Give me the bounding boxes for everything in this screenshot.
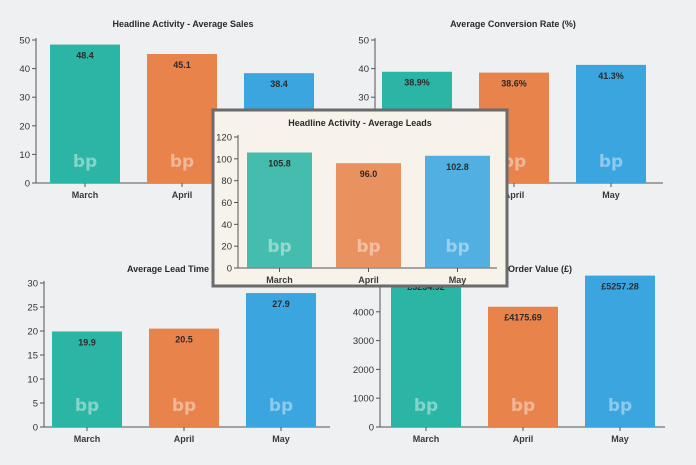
y-tick-label: 40 (358, 64, 369, 75)
y-tick-label: 50 (19, 36, 30, 47)
x-category-label: April (504, 190, 525, 200)
bar-value-label: 102.8 (446, 162, 469, 172)
overlay-panel: Headline Activity - Average Leads 0 20 40 60… (211, 108, 509, 288)
bar-value-label: 38.4 (270, 79, 288, 89)
bar-march (247, 152, 312, 268)
y-tick-label: 5 (33, 399, 38, 410)
bar-value-label: 20.5 (175, 335, 193, 345)
y-tick-label: 80 (221, 176, 232, 187)
y-tick-label: 0 (227, 264, 232, 275)
bp-logo-icon: bp (356, 237, 380, 257)
bp-logo-icon: bp (608, 396, 632, 416)
y-tick-label: 20 (27, 327, 38, 338)
chart-leadtime: Average Lead Time 0 5 10 15 20 25 30 19.9 bp March… (27, 264, 330, 444)
bar-may (576, 64, 646, 183)
y-tick-label: 1000 (353, 394, 374, 405)
x-category-label: May (611, 434, 629, 444)
x-category-label: March (266, 275, 293, 285)
x-category-label: April (174, 434, 195, 444)
bp-logo-icon: bp (75, 396, 99, 416)
x-category-label: March (74, 434, 101, 444)
y-tick-label: 0 (369, 423, 374, 434)
bar-april (147, 54, 217, 183)
chart-title: Average Lead Time (127, 264, 209, 274)
y-tick-label: 30 (19, 93, 30, 104)
bp-logo-icon: bp (445, 237, 469, 257)
chart-title: Average Conversion Rate (%) (450, 19, 576, 29)
y-tick-label: 2000 (353, 365, 374, 376)
y-tick-label: 60 (221, 198, 232, 209)
bar-may (585, 275, 655, 427)
bar-april (336, 163, 401, 268)
bar-value-label: 96.0 (360, 169, 378, 179)
x-category-label: May (449, 275, 467, 285)
y-tick-label: 20 (19, 121, 30, 132)
x-category-label: April (172, 190, 193, 200)
y-tick-label: 10 (27, 375, 38, 386)
bar-march (52, 331, 122, 427)
bar-value-label: 38.9% (404, 78, 430, 88)
y-tick-label: 40 (19, 64, 30, 75)
bp-logo-icon: bp (414, 396, 438, 416)
bar-value-label: 19.9 (78, 337, 96, 347)
bar-value-label: 45.1 (173, 60, 191, 70)
bp-logo-icon: bp (170, 152, 194, 172)
bp-logo-icon: bp (599, 152, 623, 172)
bar-value-label: 41.3% (598, 71, 624, 81)
y-tick-label: 15 (27, 351, 38, 362)
y-tick-label: 50 (358, 36, 369, 47)
bar-march (50, 44, 120, 183)
y-tick-label: 20 (221, 242, 232, 253)
bar-april (488, 306, 558, 427)
x-category-label: April (358, 275, 379, 285)
x-category-label: March (72, 190, 99, 200)
bp-logo-icon: bp (172, 396, 196, 416)
x-category-label: May (602, 190, 620, 200)
bp-logo-icon: bp (267, 237, 291, 257)
y-tick-label: 30 (27, 279, 38, 290)
x-category-label: March (413, 434, 440, 444)
bar-value-label: £5257.28 (601, 282, 639, 292)
chart-ordervalue: Order Value (£)010002000300040005000£523… (353, 264, 665, 444)
y-tick-label: 25 (27, 303, 38, 314)
bar-may (425, 155, 490, 268)
bar-value-label: 27.9 (272, 299, 290, 309)
bar-march (391, 276, 461, 427)
chart-leads: Headline Activity - Average Leads 0 20 40 60… (216, 118, 497, 285)
chart-title: Headline Activity - Average Leads (288, 118, 432, 128)
bar-may (246, 293, 316, 427)
y-tick-label: 3000 (353, 336, 374, 347)
x-category-label: May (272, 434, 290, 444)
bp-logo-icon: bp (73, 152, 97, 172)
bar-april (149, 328, 219, 427)
y-tick-label: 40 (221, 220, 232, 231)
bar-value-label: 38.6% (501, 79, 527, 89)
x-category-label: April (513, 434, 534, 444)
chart-title: Order Value (£) (508, 264, 572, 274)
y-tick-label: 100 (216, 154, 232, 165)
y-tick-label: 0 (25, 179, 30, 190)
y-tick-label: 4000 (353, 307, 374, 318)
bp-logo-icon: bp (269, 396, 293, 416)
bar-value-label: £4175.69 (504, 313, 542, 323)
bar-value-label: 105.8 (268, 159, 291, 169)
y-tick-label: 120 (216, 133, 232, 144)
y-tick-label: 10 (19, 150, 30, 161)
bar-value-label: 48.4 (76, 51, 94, 61)
chart-title: Headline Activity - Average Sales (112, 19, 253, 29)
y-tick-label: 0 (33, 423, 38, 434)
bp-logo-icon: bp (511, 396, 535, 416)
y-tick-label: 30 (358, 93, 369, 104)
